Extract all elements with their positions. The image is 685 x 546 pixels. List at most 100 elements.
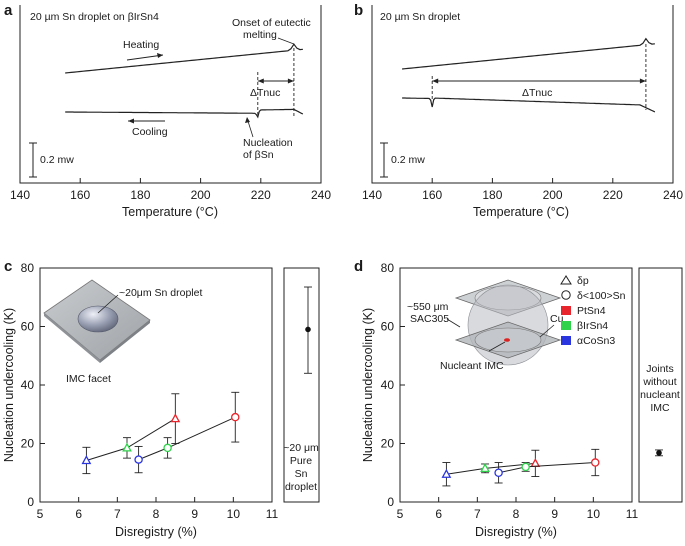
panel-c-ylabel: Nucleation undercooling (K) — [2, 308, 16, 462]
panel-d-side-box — [638, 267, 683, 503]
x-tick-label: 9 — [191, 507, 198, 521]
panel-d-side-line1: Joints — [646, 363, 673, 375]
data-point-circle — [494, 468, 503, 477]
data-point-circle — [591, 458, 600, 467]
panel-b-delta-arrowhead-left — [432, 78, 439, 84]
x-tick-label: 7 — [114, 507, 121, 521]
panel-c: c 5 6 7 8 9 10 11 0 20 40 60 80 Disregistry (%) Nuc… — [2, 258, 320, 539]
y-tick-label: 80 — [381, 261, 395, 275]
x-tick-label: 220 — [251, 188, 271, 202]
droplet-pointer — [97, 294, 119, 314]
legend-triangle-marker — [560, 275, 572, 285]
panel-a-heating-label: Heating — [123, 39, 159, 51]
legend-delta-p: δp — [577, 275, 589, 287]
panel-a: a 140 160 180 200 220 240 Temperature (°C) 20… — [4, 2, 331, 219]
x-tick-label: 240 — [663, 188, 683, 202]
x-tick-label: 9 — [551, 507, 558, 521]
panel-a-frame — [19, 5, 322, 184]
x-tick-label: 200 — [543, 188, 563, 202]
panel-d-sac-line1: ~550 μm — [407, 301, 449, 313]
panel-a-cooling-trace — [65, 108, 304, 119]
x-tick-label: 140 — [362, 188, 382, 202]
panel-d-data-marks — [441, 448, 663, 487]
legend-swatch-ptsn4 — [561, 306, 571, 315]
panel-a-title: 20 µm Sn droplet on βIrSn4 — [30, 11, 159, 23]
panel-d-label: d — [354, 258, 363, 275]
panel-b-x-ticks: 140 160 180 200 220 240 — [362, 178, 683, 202]
sn-droplet-sphere — [77, 305, 119, 333]
panel-a-scale-label: 0.2 mw — [40, 154, 74, 166]
x-tick-label: 5 — [37, 507, 44, 521]
x-tick-label: 11 — [266, 507, 279, 521]
x-tick-label: 10 — [587, 507, 601, 521]
side-data-point — [305, 326, 311, 333]
y-tick-label: 60 — [21, 320, 35, 334]
panel-c-side-box — [283, 267, 320, 503]
panel-d-xlabel: Disregistry (%) — [475, 525, 557, 539]
y-tick-label: 60 — [381, 320, 395, 334]
panel-b: b 140 160 180 200 220 240 Temperature (°C) 20… — [354, 2, 683, 219]
data-point-triangle — [480, 463, 490, 473]
x-tick-label: 6 — [435, 507, 442, 521]
legend-delta-sn: δ<100>Sn — [577, 290, 626, 302]
panel-a-nucleation-line2: of βSn — [243, 149, 274, 161]
panel-d-nucleant-label: Nucleant IMC — [440, 360, 504, 372]
panel-d-side-line2: without — [642, 376, 676, 388]
panel-c-xlabel: Disregistry (%) — [115, 525, 197, 539]
panel-c-ticks: 5 6 7 8 9 10 11 0 20 40 60 80 — [21, 261, 279, 521]
panel-b-cooling-trace — [402, 97, 656, 113]
panel-a-heating-trace — [65, 43, 303, 74]
panel-c-label: c — [4, 258, 12, 275]
legend-label-ptsn4: PtSn4 — [577, 305, 606, 317]
x-tick-label: 5 — [397, 507, 404, 521]
y-tick-label: 40 — [21, 378, 35, 392]
data-point-triangle — [530, 458, 541, 468]
panel-d-sac-line2: SAC305 — [410, 313, 449, 325]
imc-facet-edge-left — [44, 313, 100, 363]
y-tick-label: 20 — [21, 437, 35, 451]
x-tick-label: 6 — [75, 507, 82, 521]
panel-a-onset-line2: melting — [243, 29, 277, 41]
cu-pointer — [539, 324, 555, 338]
panel-c-data-marks — [81, 286, 312, 475]
legend-label-cosn3: αCoSn3 — [577, 335, 615, 347]
panel-d-side-line3: nucleant — [640, 389, 680, 401]
panel-a-delta-arrowhead-left — [257, 78, 264, 84]
panel-d: d 5 6 7 8 9 10 11 0 20 40 60 80 Disregistry (%) Nuc… — [354, 258, 683, 539]
x-tick-label: 160 — [70, 188, 90, 202]
panel-b-delta-label: ΔTnuc — [522, 87, 552, 99]
panel-b-frame — [371, 5, 674, 184]
nucleant-imc-particle — [504, 338, 510, 342]
legend-label-irsn4: βIrSn4 — [577, 320, 608, 332]
data-point-circle — [231, 412, 240, 422]
x-tick-label: 180 — [130, 188, 150, 202]
panel-a-onset-pointer — [277, 37, 295, 45]
panel-c-facet-label: IMC facet — [66, 373, 111, 385]
panel-a-heating-arrow — [126, 54, 164, 61]
data-point-triangle — [81, 455, 92, 465]
panel-b-scale-label: 0.2 mw — [391, 154, 425, 166]
panel-d-side-line4: IMC — [650, 402, 670, 414]
x-tick-label: 10 — [227, 507, 241, 521]
data-point-circle — [521, 462, 530, 472]
panel-d-ylabel: Nucleation undercooling (K) — [361, 308, 375, 462]
data-point-triangle — [122, 442, 132, 452]
panel-c-side-line1: ~20 μm — [283, 442, 319, 454]
y-tick-label: 80 — [21, 261, 35, 275]
series-line-delta-p — [86, 418, 176, 461]
y-tick-label: 0 — [387, 495, 394, 509]
data-point-triangle — [170, 413, 181, 423]
panel-c-side-line3: Sn — [295, 468, 308, 480]
panel-c-side-line4: droplet — [285, 481, 317, 493]
nucleant-pointer — [488, 341, 506, 352]
panel-a-delta-label: ΔTnuc — [250, 87, 280, 99]
panel-a-label: a — [4, 2, 13, 19]
panel-b-label: b — [354, 2, 363, 19]
x-tick-label: 180 — [482, 188, 502, 202]
panel-b-xlabel: Temperature (°C) — [473, 205, 569, 219]
data-point-circle — [134, 455, 143, 464]
panel-c-inset: ~20μm Sn droplet IMC facet — [43, 279, 202, 385]
panel-a-xlabel: Temperature (°C) — [122, 205, 218, 219]
panel-c-droplet-label: ~20μm Sn droplet — [119, 287, 202, 299]
